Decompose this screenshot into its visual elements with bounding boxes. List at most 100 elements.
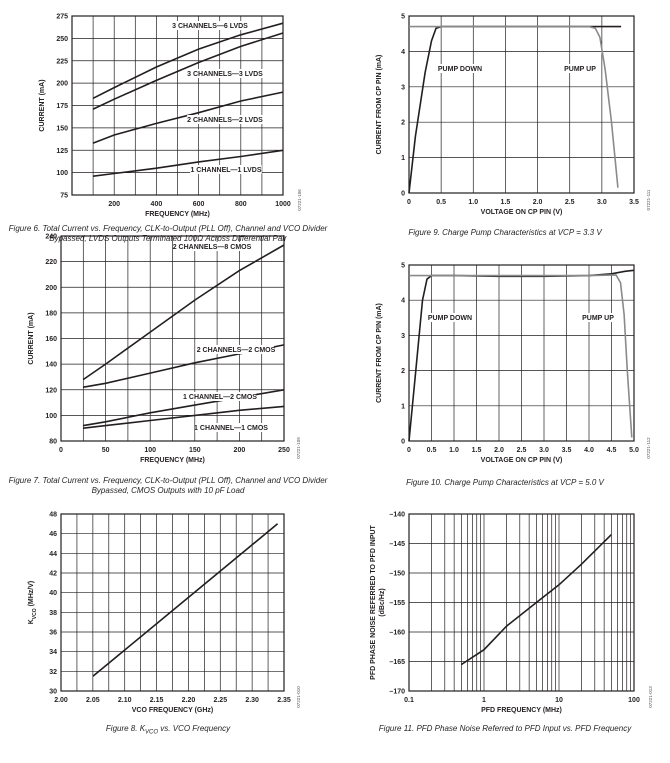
series-label-bg bbox=[187, 69, 263, 78]
plot-frame bbox=[408, 15, 635, 194]
y-tick-label: 1 bbox=[401, 155, 405, 162]
x-axis-label: VOLTAGE ON CP PIN (V) bbox=[481, 457, 563, 464]
caption-sub: VCO bbox=[145, 729, 159, 736]
x-tick-label: 1 bbox=[482, 697, 486, 704]
y-tick-label: 160 bbox=[45, 336, 57, 343]
y-tick-label: 42 bbox=[49, 571, 57, 578]
series-label: 3 CHANNELS—6 LVDS bbox=[172, 23, 248, 30]
grid bbox=[408, 264, 635, 442]
x-tick-label: 3.5 bbox=[629, 199, 639, 206]
y-axis-label-unit: (dBc/Hz) bbox=[379, 588, 386, 616]
y-tick-label: –150 bbox=[389, 571, 405, 578]
series-label: 1 CHANNEL—1 LVDS bbox=[190, 167, 261, 174]
y-axis-label: CURRENT (mA) bbox=[28, 312, 35, 364]
y-tick-label: 75 bbox=[60, 193, 68, 200]
caption-tail: vs. VCO Frequency bbox=[158, 724, 231, 733]
y-tick-label: 48 bbox=[49, 512, 57, 519]
x-tick-label: 200 bbox=[108, 201, 120, 208]
figure-caption: Figure 11. PFD Phase Noise Referred to P… bbox=[378, 724, 632, 733]
y-tick-label: 100 bbox=[56, 170, 68, 177]
x-tick-label: 2.5 bbox=[517, 447, 527, 454]
x-tick-label: 400 bbox=[151, 201, 163, 208]
series-label-bg bbox=[438, 64, 482, 73]
y-tick-label: 30 bbox=[49, 689, 57, 696]
y-tick-label: 0 bbox=[401, 191, 405, 198]
y-tick-label: –145 bbox=[389, 541, 405, 548]
x-axis-label: VOLTAGE ON CP PIN (V) bbox=[481, 209, 563, 216]
figure-caption: Figure 10. Charge Pump Characteristics a… bbox=[406, 478, 604, 487]
x-tick-label: 3.0 bbox=[539, 447, 549, 454]
x-tick-label: 50 bbox=[102, 447, 110, 454]
chart-6: 75 100 125 150 175 200 225 250 275 200 400 600 800 10… bbox=[39, 14, 302, 219]
x-tick-label: 2.30 bbox=[245, 697, 259, 704]
y-tick-label: 32 bbox=[49, 669, 57, 676]
y-tick-label: 44 bbox=[49, 551, 57, 558]
plot-frame bbox=[71, 15, 284, 196]
chart-8: 30 32 34 36 38 40 42 44 46 48 2.00 2.05 2.10 2.15 2.20… bbox=[28, 512, 301, 715]
y-tick-label: 220 bbox=[45, 259, 57, 266]
y-tick-label: 1 bbox=[401, 403, 405, 410]
y-tick-label: 200 bbox=[56, 81, 68, 88]
y-tick-label: 5 bbox=[401, 14, 405, 21]
x-tick-label: 2.35 bbox=[277, 697, 291, 704]
series-label-bg bbox=[190, 165, 262, 174]
x-tick-label: 250 bbox=[278, 447, 290, 454]
figure-caption: Figure 7. Total Current vs. Frequency, C… bbox=[8, 476, 328, 495]
y-axis-label: PFD PHASE NOISE REFERRED TO PFD INPUT bbox=[370, 524, 377, 679]
y-axis-label-sub: VCO bbox=[32, 608, 38, 619]
series-line bbox=[460, 534, 612, 666]
x-tick-label: 10 bbox=[555, 697, 563, 704]
series-line bbox=[409, 274, 633, 438]
y-tick-label: 175 bbox=[56, 103, 68, 110]
y-tick-label: 0 bbox=[401, 439, 405, 446]
series-line bbox=[82, 244, 285, 381]
grid bbox=[408, 513, 634, 692]
x-tick-label: 2.25 bbox=[213, 697, 227, 704]
x-tick-label: 2.5 bbox=[565, 199, 575, 206]
x-tick-label: 0 bbox=[59, 447, 63, 454]
y-tick-label: 4 bbox=[401, 298, 405, 305]
series-line bbox=[409, 25, 619, 188]
x-tick-label: 1.5 bbox=[501, 199, 511, 206]
series-label: 1 CHANNEL—2 CMOS bbox=[183, 394, 257, 401]
x-axis-label: FREQUENCY (MHz) bbox=[145, 211, 210, 218]
grid bbox=[408, 15, 635, 194]
x-axis-label: FREQUENCY (MHz) bbox=[140, 457, 205, 464]
x-axis-label: VCO FREQUENCY (GHz) bbox=[132, 707, 214, 714]
y-tick-label: 150 bbox=[56, 125, 68, 132]
series-line bbox=[92, 32, 284, 110]
x-tick-label: 200 bbox=[234, 447, 246, 454]
x-tick-label: 2.0 bbox=[533, 199, 543, 206]
caption-main: Figure 8. K bbox=[105, 724, 146, 733]
figure-code: 07221-112 bbox=[646, 437, 651, 459]
figure-code: 07221-109 bbox=[296, 437, 301, 459]
y-axis-label-unit: (MHz/V) bbox=[28, 581, 35, 609]
series-label: PUMP UP bbox=[582, 315, 614, 322]
x-tick-label: 3.0 bbox=[597, 199, 607, 206]
series-label-bg bbox=[198, 345, 274, 354]
x-tick-label: 1000 bbox=[275, 201, 291, 208]
figure-code: 07221-106 bbox=[297, 189, 302, 211]
series-line bbox=[92, 149, 284, 177]
grid bbox=[60, 513, 285, 692]
y-tick-label: 40 bbox=[49, 590, 57, 597]
series-label-bg bbox=[195, 423, 267, 432]
y-axis-label: CURRENT (mA) bbox=[39, 79, 46, 131]
series-label-bg bbox=[172, 21, 248, 30]
y-tick-label: 200 bbox=[45, 285, 57, 292]
x-tick-label: 0 bbox=[407, 199, 411, 206]
figure-caption: Figure 6. Total Current vs. Frequency, C… bbox=[8, 224, 328, 243]
y-tick-label: –140 bbox=[389, 512, 405, 519]
y-tick-label: 5 bbox=[401, 263, 405, 270]
y-tick-label: 120 bbox=[45, 387, 57, 394]
plot-frame bbox=[408, 513, 635, 692]
grid bbox=[60, 235, 285, 442]
y-tick-label: 240 bbox=[45, 234, 57, 241]
figure-code: 07221-013 bbox=[648, 686, 653, 708]
x-tick-label: 2.00 bbox=[54, 697, 68, 704]
y-axis-label: KVCO (MHz/V) bbox=[28, 581, 38, 625]
series-label: 1 CHANNEL—1 CMOS bbox=[194, 425, 268, 432]
y-axis-label-main: K bbox=[28, 619, 35, 624]
y-tick-label: 2 bbox=[401, 368, 405, 375]
